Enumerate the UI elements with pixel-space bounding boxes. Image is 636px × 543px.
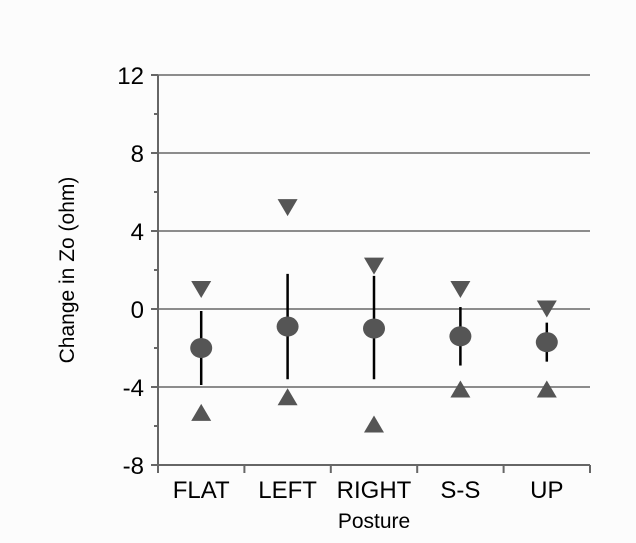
y-tick-label: 12 [117,63,144,90]
y-tick-label: -8 [123,453,144,480]
x-tick-label: RIGHT [337,477,412,504]
min-point [277,388,298,406]
x-tick-label: FLAT [173,477,230,504]
y-tick-label: 0 [131,297,144,324]
y-axis-title: Change in Zo (ohm) [56,177,79,364]
mean-point [449,326,472,347]
axes [151,74,591,473]
min-point [536,380,557,398]
max-point [364,257,384,275]
min-point [364,415,384,433]
max-point [277,199,298,217]
mean-point [276,316,299,337]
mean-point [190,338,213,358]
min-point [450,380,471,398]
tick-labels: -8 -4 0 4 8 12 FLAT LEFT RIGHT S-S UP [117,63,563,504]
x-tick-label: UP [530,477,563,504]
max-point [191,281,212,298]
y-tick-label: 4 [131,219,144,246]
x-axis-title: Posture [338,510,410,533]
max-point [450,281,471,298]
min-point [191,403,212,421]
mean-point [363,318,385,339]
y-tick-label: 8 [131,141,144,168]
data-markers [190,199,558,433]
gridlines [158,74,590,388]
mean-point [535,332,558,353]
x-tick-label: LEFT [258,477,317,504]
max-point [536,300,557,318]
x-tick-label: S-S [440,477,480,504]
y-tick-label: -4 [123,375,144,402]
